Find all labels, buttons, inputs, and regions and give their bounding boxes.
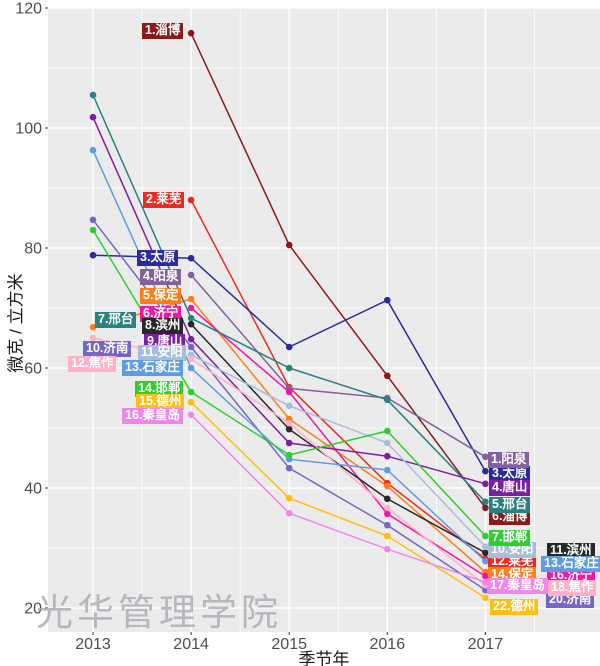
point-tangshan-2014 — [187, 335, 195, 343]
y-tick-label: 60 — [24, 361, 42, 378]
point-binzhou-2015 — [285, 425, 293, 433]
point-baoding-2016 — [384, 482, 391, 490]
point-handan-2014 — [187, 388, 195, 396]
y-axis-title: 微克 / 立方米 — [6, 273, 26, 373]
point-tangshan-2013 — [89, 113, 97, 121]
point-jining-2017 — [482, 572, 489, 580]
point-handan-2016 — [384, 427, 391, 435]
point-xingtai-2016 — [384, 396, 391, 404]
point-binzhou-2014 — [187, 320, 195, 328]
point-yangquan-2014 — [187, 271, 195, 279]
y-tick-label: 20 — [24, 601, 42, 618]
point-qinhuangdao-2017 — [482, 578, 489, 586]
point-tangshan-2016 — [384, 452, 391, 460]
point-dezhou-2016 — [384, 532, 391, 540]
point-baoding-2013 — [89, 323, 97, 331]
point-jiaozuo-2016 — [384, 504, 391, 512]
point-tangshan-2015 — [285, 439, 293, 447]
point-taiyuan-2013 — [89, 251, 97, 259]
series-line-qinhuangdao — [190, 414, 486, 583]
point-xingtai-2015 — [285, 364, 293, 372]
point-xingtai-2013 — [89, 91, 97, 99]
point-shijiazhuang-2016 — [384, 466, 391, 474]
point-tangshan-2017 — [482, 480, 489, 488]
x-tick-label: 2017 — [468, 636, 504, 653]
point-jiaozuo-2014 — [187, 355, 195, 363]
point-handan-2013 — [89, 226, 97, 234]
point-jiaozuo-2015 — [285, 419, 293, 427]
point-jiaozuo-2013 — [89, 334, 97, 342]
y-tick-label: 40 — [24, 481, 42, 498]
x-tick-label: 2013 — [75, 636, 111, 653]
point-dezhou-2017 — [482, 594, 489, 602]
point-handan-2017 — [482, 532, 489, 540]
series-line-laiwu — [190, 199, 486, 560]
point-jinan-2016 — [384, 521, 391, 529]
x-tick-label: 2016 — [370, 636, 406, 653]
point-anyang-2015 — [285, 402, 293, 410]
point-zibo-2016 — [384, 372, 391, 380]
point-xingtai-2014 — [187, 314, 195, 322]
point-jining-2016 — [384, 510, 391, 518]
point-anyang-2016 — [384, 439, 391, 447]
point-shijiazhuang-2013 — [89, 146, 97, 154]
series-line-zibo — [190, 32, 487, 509]
y-tick-label: 100 — [15, 121, 42, 138]
point-jinan-2015 — [285, 464, 293, 472]
point-zibo-2014 — [187, 29, 195, 37]
point-jinan-2014 — [187, 343, 195, 351]
point-binzhou-2016 — [384, 495, 391, 503]
watermark: 光华管理学院 — [36, 593, 282, 634]
point-zibo-2017 — [482, 504, 489, 512]
point-handan-2015 — [285, 451, 293, 459]
y-tick-label: 120 — [15, 1, 42, 18]
point-binzhou-2017 — [482, 549, 489, 557]
point-dezhou-2015 — [285, 494, 293, 502]
point-jinan-2013 — [89, 216, 97, 224]
point-yangquan-2017 — [482, 453, 489, 461]
point-shijiazhuang-2014 — [187, 364, 195, 372]
x-tick-label: 2014 — [173, 636, 209, 653]
point-qinhuangdao-2014 — [187, 411, 195, 419]
series-line-anyang — [190, 354, 486, 548]
series-line-dezhou — [190, 401, 486, 599]
point-dezhou-2014 — [187, 398, 195, 406]
point-taiyuan-2016 — [384, 296, 391, 304]
point-qinhuangdao-2016 — [384, 545, 391, 553]
point-jining-2015 — [285, 388, 293, 396]
point-zibo-2015 — [285, 241, 293, 249]
y-tick-label: 80 — [24, 241, 42, 258]
point-xingtai-2017 — [482, 498, 489, 506]
point-qinhuangdao-2015 — [285, 509, 293, 517]
point-anyang-2017 — [482, 543, 489, 551]
point-baoding-2014 — [187, 295, 195, 303]
plot-panel — [48, 8, 600, 632]
point-laiwu-2014 — [187, 196, 195, 204]
point-taiyuan-2017 — [482, 467, 489, 475]
x-tick-label: 2015 — [271, 636, 307, 653]
series-line-yangquan — [190, 274, 486, 458]
point-taiyuan-2015 — [285, 343, 293, 351]
point-taiyuan-2014 — [187, 254, 195, 262]
x-axis-title: 季节年 — [298, 650, 350, 666]
point-shijiazhuang-2017 — [482, 557, 489, 565]
series-line-jining — [190, 307, 486, 577]
point-jining-2014 — [187, 304, 195, 312]
